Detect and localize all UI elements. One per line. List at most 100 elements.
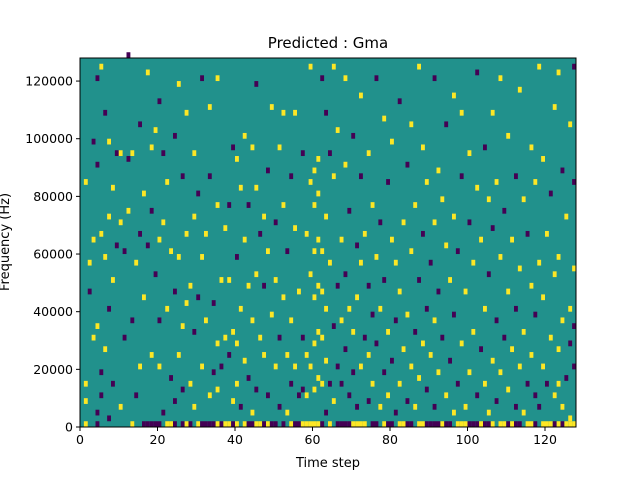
heatmap-cell [564,421,569,427]
heatmap-cell [308,271,313,278]
heatmap-cell [386,179,390,185]
heatmap-cell [118,403,123,410]
heatmap-cell [517,265,522,272]
heatmap-cell [428,352,433,358]
heatmap-cell [188,282,193,289]
heatmap-cell [479,421,483,427]
heatmap-cell [149,421,154,427]
heatmap-cell [130,421,135,427]
heatmap-cell [176,81,181,87]
heatmap-cell [572,63,576,70]
heatmap-cell [359,421,363,427]
heatmap-cell [266,248,270,255]
heatmap-cell [494,317,499,324]
heatmap-cell [455,248,460,255]
heatmap-cell [521,196,526,203]
heatmap-cell [343,271,348,278]
heatmap-cell [572,265,576,272]
heatmap-cell [157,421,162,427]
heatmap-cell [486,409,491,416]
heatmap-cell [211,300,216,306]
heatmap-cell [281,421,286,427]
heatmap-cell [545,380,549,387]
heatmap-cell [397,288,402,295]
heatmap-cell [521,328,526,335]
heatmap-cell [95,323,100,329]
heatmap-cell [409,363,414,370]
heatmap-cell [258,421,263,427]
heatmap-cell [448,421,452,427]
heatmap-cell [459,109,464,116]
heatmap-cell [180,386,185,393]
heatmap-cell [118,219,123,226]
heatmap-cell [269,104,274,110]
heatmap-cell [448,357,452,364]
heatmap-cell [401,346,406,353]
heatmap-cell [297,392,301,399]
heatmap-cell [359,92,363,99]
heatmap-cell [246,421,251,427]
heatmap-cell [382,421,387,427]
heatmap-cell [560,167,565,174]
heatmap-cell [254,81,259,87]
heatmap-cell [281,294,286,301]
heatmap-cell [560,317,565,324]
heatmap-cell [196,294,201,301]
heatmap-cell [359,363,363,370]
heatmap-cell [196,421,201,427]
heatmap-cell [211,369,216,376]
heatmap-cell [293,225,297,231]
heatmap-cell [424,179,429,185]
heatmap-cell [266,167,270,174]
heatmap-cell [246,282,251,289]
heatmap-cell [285,248,290,255]
heatmap-cell [246,202,251,208]
heatmap-cell [215,202,220,208]
heatmap-cell [378,305,383,312]
heatmap-cell [308,421,313,427]
heatmap-cell [324,213,328,220]
heatmap-cell [320,288,325,295]
heatmap-cell [521,409,526,416]
heatmap-cell [347,421,352,427]
heatmap-cell [328,421,332,427]
heatmap-cell [572,179,576,185]
heatmap-cell [479,346,483,353]
heatmap-cell [517,421,522,427]
heatmap-cell [95,421,100,427]
heatmap-cell [552,271,557,278]
y-axis-ticks: 0 20000 40000 60000 80000 100000 120000 [25,74,80,435]
heatmap-cell [343,346,348,353]
heatmap-cell [196,190,201,197]
heatmap-cell [486,196,491,203]
heatmap-cell [99,230,104,237]
heatmap-cell [122,248,127,255]
heatmap-cell [312,202,317,208]
heatmap-cell [572,363,576,370]
heatmap-cell [424,386,429,393]
heatmap-cell [397,380,402,387]
heatmap-cell [390,421,394,427]
heatmap-cell [103,346,108,353]
heatmap-cell [490,109,495,116]
heatmap-cell [405,161,410,168]
heatmap-cell [316,156,321,162]
heatmap-cell [293,363,297,370]
heatmap-cell [149,207,154,214]
heatmap-cell [184,421,189,427]
heatmap-cell [510,421,514,427]
heatmap-cell [560,421,565,427]
x-axis-ticks: 0 20 40 60 80 100 120 [76,427,557,447]
heatmap-cell [432,421,437,427]
heatmap-cell [235,380,239,387]
heatmap-cell [413,202,418,208]
heatmap-cell [312,340,317,347]
heatmap-cell [525,230,530,237]
heatmap-cell [390,236,394,243]
heatmap-cell [192,213,197,220]
heatmap-cell [498,369,503,376]
heatmap-cell [378,219,383,226]
heatmap-cell [417,375,421,381]
heatmap-cell [273,277,278,283]
heatmap-cell [289,380,294,387]
